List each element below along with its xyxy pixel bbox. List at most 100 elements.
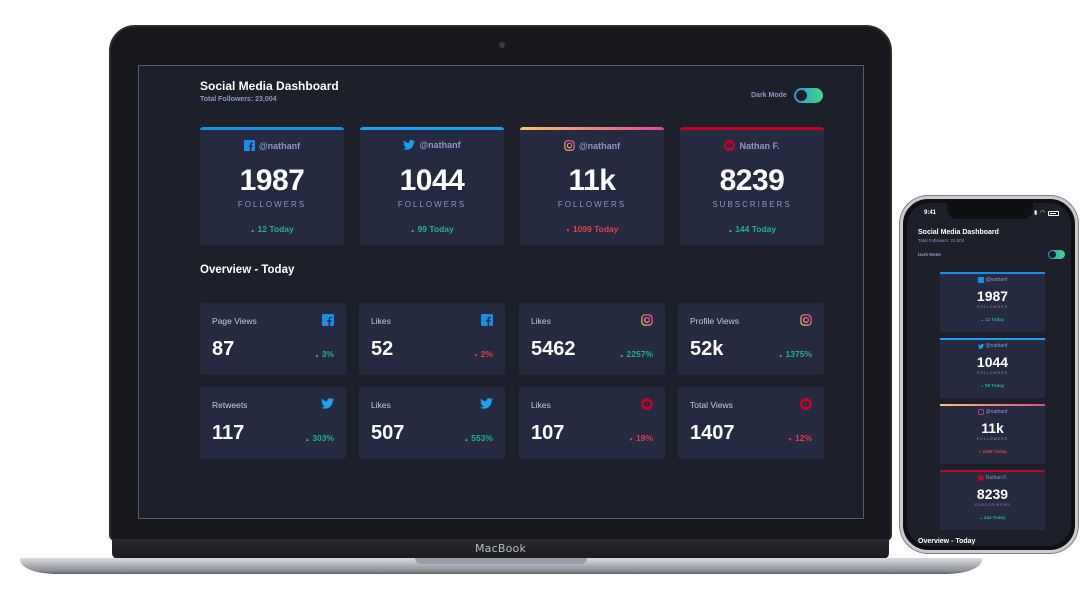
overview-label: Likes bbox=[371, 316, 391, 326]
overview-card[interactable]: Likes 5462 ▲ 2257% bbox=[519, 303, 665, 375]
total-followers: Total Followers: 23,004 bbox=[200, 96, 277, 103]
overview-change: ▲ 3% bbox=[314, 349, 334, 359]
follower-unit: FOLLOWERS bbox=[977, 305, 1008, 309]
overview-change: ▲ 2257% bbox=[619, 349, 653, 359]
laptop-hinge: MacBook bbox=[112, 539, 889, 559]
twitter-icon bbox=[321, 398, 334, 409]
trend-up-icon: ▲ bbox=[980, 318, 984, 322]
overview-change: ▲ 1375% bbox=[778, 349, 812, 359]
card-handle: @nathanf bbox=[200, 140, 344, 151]
follower-unit: FOLLOWERS bbox=[977, 437, 1008, 441]
wifi-icon: ◠ bbox=[1040, 210, 1045, 216]
phone-overview-title: Overview - Today bbox=[918, 538, 976, 545]
phone-card-twitter[interactable]: @nathanf 1044 FOLLOWERS ▲ 99 Today bbox=[940, 338, 1045, 398]
instagram-icon bbox=[800, 314, 812, 326]
phone-notch bbox=[947, 203, 1033, 219]
phone-total-followers: Total Followers: 23,004 bbox=[918, 238, 965, 243]
card-twitter[interactable]: @nathanf 1044 FOLLOWERS ▲ 99 Today bbox=[360, 127, 504, 245]
page-title: Social Media Dashboard bbox=[200, 79, 339, 93]
card-youtube[interactable]: Nathan F. 8239 SUBSCRIBERS ▲ 144 Today bbox=[680, 127, 824, 245]
laptop-screen: Social Media Dashboard Total Followers: … bbox=[138, 65, 864, 519]
card-facebook[interactable]: @nathanf 1987 FOLLOWERS ▲ 12 Today bbox=[200, 127, 344, 245]
card-handle: @nathanf bbox=[360, 140, 504, 150]
overview-card[interactable]: Likes 52 ▼ 2% bbox=[359, 303, 505, 375]
card-accent-bar bbox=[940, 470, 1045, 472]
follower-unit: FOLLOWERS bbox=[977, 371, 1008, 375]
toggle-knob bbox=[796, 90, 807, 101]
phone-card-facebook[interactable]: @nathanf 1987 FOLLOWERS ▲ 12 Today bbox=[940, 272, 1045, 332]
phone-screen: 9:41 ▮ ◠ Social Media Dashboard Total Fo… bbox=[907, 203, 1071, 546]
card-accent-bar bbox=[520, 127, 664, 130]
overview-change: ▲ 303% bbox=[304, 433, 334, 443]
overview-value: 117 bbox=[212, 422, 245, 444]
phone-card-instagram[interactable]: @nathanf 11k FOLLOWERS ▼ 1099 Today bbox=[940, 404, 1045, 464]
card-handle: @nathanf bbox=[940, 343, 1045, 349]
trend-up-icon: ▲ bbox=[979, 516, 983, 520]
follower-unit: SUBSCRIBERS bbox=[712, 200, 792, 209]
phone-status-bar: ▮ ◠ bbox=[1034, 210, 1059, 216]
overview-card[interactable]: Total Views 1407 ▼ 12% bbox=[678, 387, 824, 459]
card-handle: @nathanf bbox=[940, 277, 1045, 283]
trend-up-icon: ▲ bbox=[463, 437, 469, 443]
phone-time: 9:41 bbox=[924, 210, 937, 216]
overview-change: ▼ 2% bbox=[473, 349, 493, 359]
twitter-icon bbox=[977, 343, 984, 349]
overview-label: Likes bbox=[531, 316, 551, 326]
trend-down-icon: ▼ bbox=[473, 353, 479, 359]
today-change: ▲ 99 Today bbox=[980, 383, 1005, 388]
overview-value: 52k bbox=[690, 338, 724, 360]
card-handle: Nathan F. bbox=[940, 475, 1045, 481]
youtube-icon bbox=[724, 140, 736, 151]
laptop-base bbox=[20, 558, 982, 574]
card-accent-bar bbox=[360, 127, 504, 130]
toggle-knob bbox=[1049, 251, 1056, 258]
trend-down-icon: ▼ bbox=[565, 228, 571, 234]
phone-page-title: Social Media Dashboard bbox=[918, 229, 999, 236]
trend-down-icon: ▼ bbox=[787, 437, 793, 443]
follower-count: 1044 bbox=[399, 164, 465, 197]
overview-change: ▼ 19% bbox=[628, 433, 653, 443]
trend-up-icon: ▲ bbox=[778, 353, 784, 359]
battery-icon bbox=[1048, 210, 1059, 216]
follower-count: 11k bbox=[568, 164, 616, 197]
dark-mode-label: Dark Mode bbox=[751, 92, 787, 99]
follower-count: 11k bbox=[981, 420, 1004, 436]
overview-title: Overview - Today bbox=[200, 264, 295, 276]
instagram-icon bbox=[564, 140, 575, 151]
overview-value: 507 bbox=[371, 422, 405, 444]
follower-count: 8239 bbox=[976, 486, 1009, 502]
dark-mode-toggle[interactable] bbox=[794, 88, 823, 103]
card-instagram[interactable]: @nathanf 11k FOLLOWERS ▼ 1099 Today bbox=[520, 127, 664, 245]
phone-dark-mode-toggle[interactable] bbox=[1048, 250, 1065, 259]
trend-up-icon: ▲ bbox=[727, 228, 733, 234]
today-change: ▲ 144 Today bbox=[727, 224, 777, 234]
facebook-icon bbox=[481, 314, 493, 326]
overview-card[interactable]: Retweets 117 ▲ 303% bbox=[200, 387, 346, 459]
overview-card[interactable]: Profile Views 52k ▲ 1375% bbox=[678, 303, 824, 375]
laptop-camera bbox=[499, 42, 505, 48]
youtube-icon bbox=[641, 398, 653, 410]
youtube-icon bbox=[800, 398, 812, 410]
trend-up-icon: ▲ bbox=[410, 228, 416, 234]
overview-change: ▼ 12% bbox=[787, 433, 812, 443]
card-accent-bar bbox=[940, 272, 1045, 274]
follower-count: 8239 bbox=[719, 164, 785, 197]
today-change: ▲ 12 Today bbox=[250, 224, 294, 234]
trend-up-icon: ▲ bbox=[619, 353, 625, 359]
trend-down-icon: ▼ bbox=[978, 450, 982, 454]
trend-up-icon: ▲ bbox=[314, 353, 320, 359]
overview-card[interactable]: Likes 507 ▲ 553% bbox=[359, 387, 505, 459]
overview-label: Profile Views bbox=[690, 316, 739, 326]
laptop-base-notch bbox=[415, 558, 587, 564]
trend-up-icon: ▲ bbox=[980, 384, 984, 388]
follower-count: 1987 bbox=[239, 164, 305, 197]
phone-card-youtube[interactable]: Nathan F. 8239 SUBSCRIBERS ▲ 144 Today bbox=[940, 470, 1045, 530]
follower-unit: SUBSCRIBERS bbox=[974, 503, 1011, 507]
today-change: ▲ 12 Today bbox=[980, 317, 1005, 322]
overview-card[interactable]: Likes 107 ▼ 19% bbox=[519, 387, 665, 459]
follower-unit: FOLLOWERS bbox=[397, 200, 467, 209]
overview-card[interactable]: Page Views 87 ▲ 3% bbox=[200, 303, 346, 375]
trend-up-icon: ▲ bbox=[304, 437, 310, 443]
instagram-icon bbox=[641, 314, 653, 326]
trend-up-icon: ▲ bbox=[250, 228, 256, 234]
